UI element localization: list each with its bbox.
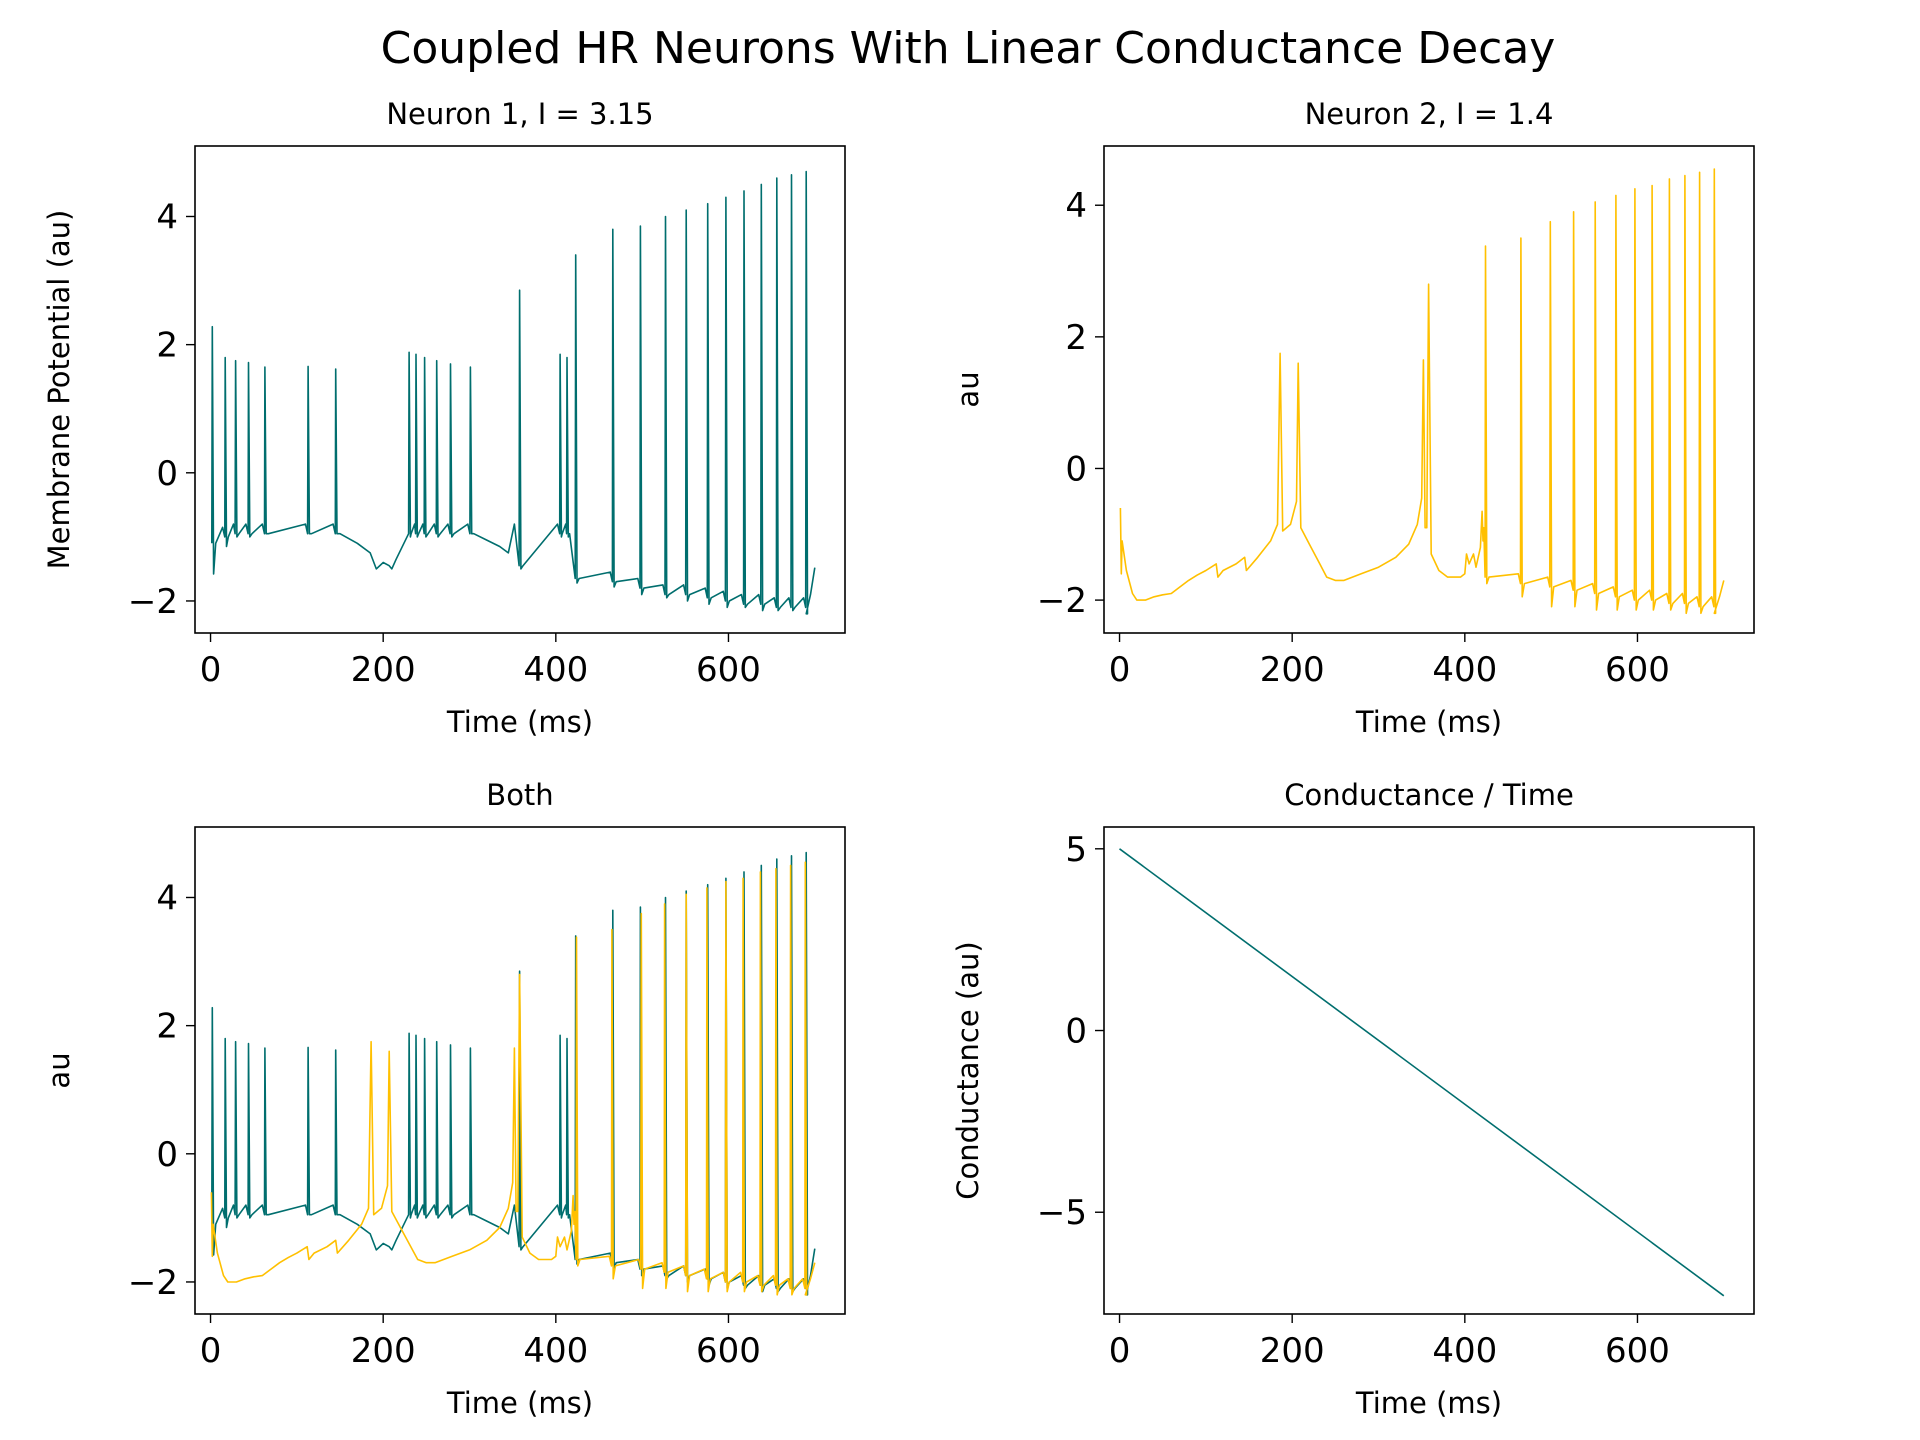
x-tick-label: 400 <box>1432 1331 1497 1371</box>
series-line-neuron2-0 <box>1119 168 1725 615</box>
y-tick-label: 2 <box>156 326 178 366</box>
y-tick-label: 4 <box>156 878 178 918</box>
subplot-title: Conductance / Time <box>1284 778 1574 812</box>
subplot-neuron2: 0 200 400 600 −2 0 2 4 Neuron 2, I = 1.4 Time (ms… <box>951 97 1755 739</box>
x-tick-label: 0 <box>200 650 222 690</box>
y-tick-label: 4 <box>1065 186 1087 226</box>
y-axis-label: Membrane Potential (au) <box>42 210 76 570</box>
x-axis-label: Time (ms) <box>446 1386 593 1420</box>
subplot-both: 0 200 400 600 −2 0 2 4 Both Time (ms) au <box>42 778 846 1420</box>
axes-frame <box>1103 826 1755 1315</box>
x-tick-label: 200 <box>1260 1331 1325 1371</box>
y-tick-label: 0 <box>156 1135 178 1175</box>
x-tick-label: 0 <box>1109 650 1131 690</box>
x-tick-label: 600 <box>696 650 761 690</box>
x-tick-label: 0 <box>1109 1331 1131 1371</box>
y-tick-label: −2 <box>128 582 178 622</box>
y-tick-label: 4 <box>156 197 178 237</box>
series-line-both-1 <box>210 861 816 1296</box>
x-tick-label: 400 <box>1432 650 1497 690</box>
y-tick-label: 0 <box>156 454 178 494</box>
x-axis-label: Time (ms) <box>446 705 593 739</box>
y-tick-label: −2 <box>128 1263 178 1303</box>
subplot-title: Neuron 1, I = 3.15 <box>386 97 653 131</box>
axes-frame <box>194 826 846 1315</box>
x-tick-label: 200 <box>1260 650 1325 690</box>
x-tick-label: 600 <box>1605 1331 1670 1371</box>
axes-frame <box>1103 145 1755 634</box>
series-line-neuron1-0 <box>211 170 816 615</box>
y-axis-label: au <box>951 371 985 407</box>
subplot-title: Neuron 2, I = 1.4 <box>1305 97 1554 131</box>
x-tick-label: 400 <box>523 1331 588 1371</box>
x-axis-label: Time (ms) <box>1355 1386 1502 1420</box>
y-axis-label: au <box>42 1052 76 1088</box>
x-tick-label: 200 <box>351 650 416 690</box>
subplot-conductance: 0 200 400 600 −5 0 5 Conductance / Time Time (ms… <box>951 778 1755 1420</box>
x-tick-label: 600 <box>696 1331 761 1371</box>
figure-title: Coupled HR Neurons With Linear Conductan… <box>381 23 1556 74</box>
y-tick-label: 2 <box>1065 318 1087 358</box>
subplot-neuron1: 0 200 400 600 −2 0 2 4 Neuron 1, I = 3.15 Time (m… <box>42 97 846 739</box>
y-tick-label: 2 <box>156 1007 178 1047</box>
y-tick-label: 0 <box>1065 449 1087 489</box>
subplot-title: Both <box>486 778 553 812</box>
x-tick-label: 600 <box>1605 650 1670 690</box>
x-tick-label: 0 <box>200 1331 222 1371</box>
y-tick-label: 5 <box>1065 830 1087 870</box>
series-line-conductance-0 <box>1119 848 1725 1297</box>
y-tick-label: −5 <box>1037 1193 1087 1233</box>
axes-frame <box>194 145 846 634</box>
x-tick-label: 200 <box>351 1331 416 1371</box>
y-tick-label: −2 <box>1037 581 1087 621</box>
x-axis-label: Time (ms) <box>1355 705 1502 739</box>
y-axis-label: Conductance (au) <box>951 941 985 1199</box>
x-tick-label: 400 <box>523 650 588 690</box>
y-tick-label: 0 <box>1065 1012 1087 1052</box>
